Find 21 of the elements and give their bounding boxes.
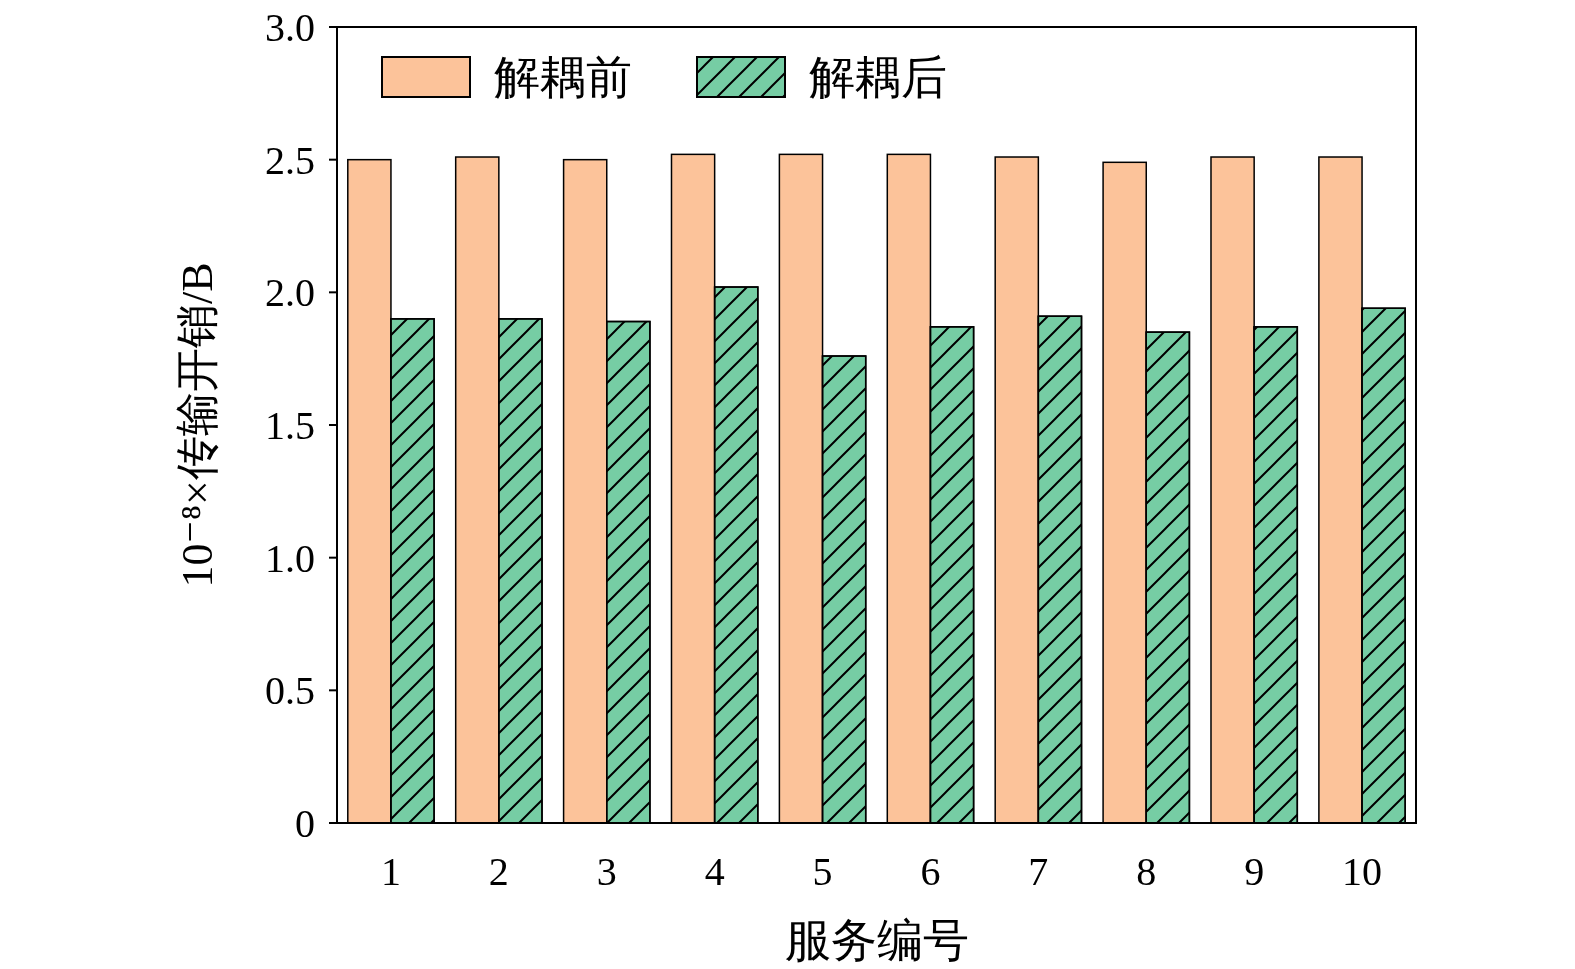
x-axis-title: 服务编号 [784, 915, 969, 966]
y-tick-label: 2.0 [265, 270, 315, 316]
y-tick-label: 0 [295, 801, 315, 846]
x-tick-label: 6 [920, 849, 941, 894]
x-tick-label: 10 [1342, 849, 1383, 894]
x-tick-label: 8 [1136, 849, 1157, 894]
x-tick-label: 5 [812, 849, 833, 894]
y-tick-label: 1.5 [265, 403, 315, 448]
x-tick-label: 4 [704, 849, 725, 894]
x-tick-label: 1 [380, 849, 401, 894]
x-tick-label: 9 [1244, 849, 1265, 894]
y-axis-title: 10⁻⁸×传输开销/B [173, 262, 222, 588]
legend-label: 解耦前 [494, 52, 632, 103]
x-tick-label: 7 [1028, 849, 1049, 894]
y-tick-label: 1.0 [265, 535, 315, 581]
x-tick-label: 3 [596, 849, 617, 894]
x-tick-label: 2 [488, 849, 509, 894]
y-tick-label: 2.5 [265, 137, 315, 183]
y-tick-label: 3.0 [265, 5, 315, 50]
y-tick-label: 0.5 [265, 668, 315, 714]
legend-label: 解耦后 [809, 52, 947, 103]
